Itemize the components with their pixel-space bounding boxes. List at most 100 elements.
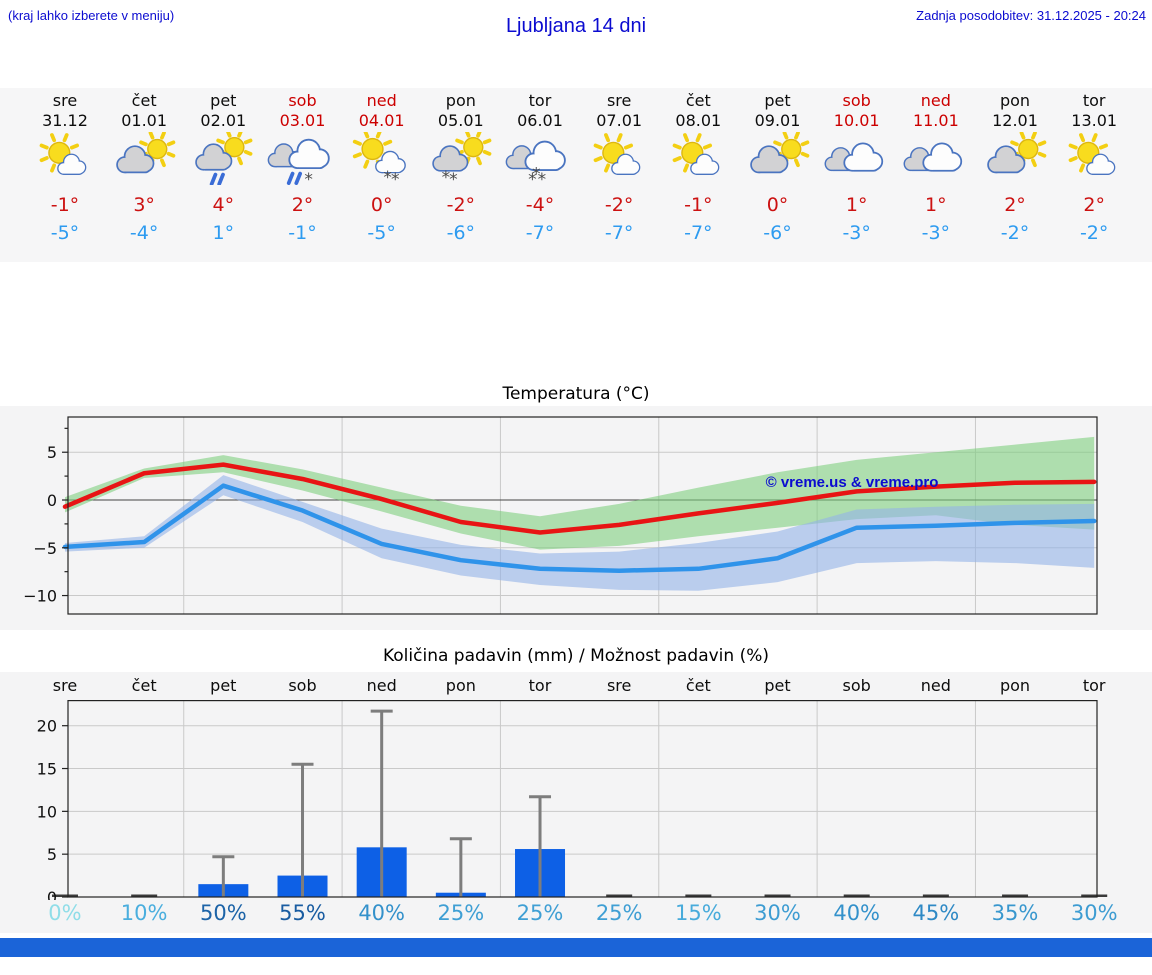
precipitation-chart: 0 5 10 15 20 (37, 700, 1108, 900)
precipitation-probability-row: 0% 10% 50% 55% 40% 25% 25% 25% 15% 30% 40% 45% 35% 30… (0, 901, 1152, 931)
day-date: 31.12 (42, 111, 88, 130)
precip-probability-label: 0% (48, 901, 82, 925)
weather-icon-wrap (662, 132, 734, 189)
snow-cloudy-icon: ** * (505, 140, 566, 190)
min-temperature: -1° (288, 222, 317, 244)
min-temperature: -6° (446, 222, 476, 244)
precip-day-label: ned (920, 676, 951, 695)
day-name: tor (528, 91, 552, 110)
day-date: 07.01 (596, 111, 643, 130)
min-temperature: -4° (129, 222, 159, 244)
day-date: 06.01 (517, 111, 563, 130)
min-temperature: 1° (212, 222, 235, 244)
cloud-shape (524, 140, 566, 171)
precip-probability-label: 30% (1070, 901, 1118, 925)
precip-ytick-label: 20 (37, 717, 57, 736)
precip-day-label: pet (210, 676, 237, 695)
mostly-sunny-icon (39, 133, 87, 175)
precip-probability-label: 25% (437, 901, 485, 925)
day-column-sob-10.01[interactable]: sob 10.01 1° -3° (817, 88, 896, 262)
day-column-pet-09.01[interactable]: pet 09.01 0° -6° (738, 88, 817, 262)
precip-bar-trace (843, 894, 870, 897)
precip-ytick-label: 10 (37, 802, 57, 821)
cloudy-icon (903, 142, 962, 172)
cloud-shape (374, 150, 406, 174)
precip-probability-label: 50% (199, 901, 247, 925)
precipitation-day-labels: sre čet pet sob ned pon tor sre čet pet sob ned pon t… (0, 676, 1152, 696)
min-temperature: -3° (921, 222, 951, 244)
cloud-shape (922, 142, 962, 172)
precip-bar-trace (606, 894, 633, 897)
precip-day-label: čet (685, 676, 711, 695)
precip-bar-trace (922, 894, 949, 897)
rain-sun-icon (195, 129, 253, 186)
precip-day-label: pet (764, 676, 791, 695)
weather-icon-wrap (742, 130, 814, 189)
day-column-sre-07.01[interactable]: sre 07.01 -2° -7° (580, 88, 659, 262)
snowflake: * (383, 168, 392, 185)
precip-bar-trace (1002, 894, 1029, 897)
cloud-shape (432, 145, 469, 172)
day-name: sob (288, 91, 317, 110)
cloud-shape (288, 138, 331, 170)
precipitation-chart-title: Količina padavin (mm) / Možnost padavin … (382, 646, 769, 666)
max-temperature: 2° (291, 194, 314, 216)
snowflake: * (449, 170, 458, 185)
weather-icon-wrap (583, 132, 655, 189)
temperature-chart-title: Temperatura (°C) (502, 384, 650, 404)
mostly-sunny-icon (672, 133, 720, 175)
precip-probability-label: 25% (595, 901, 643, 925)
day-column-sob-03.01[interactable]: sob 03.01 * 2° -1° (263, 88, 342, 262)
day-column-pon-12.01[interactable]: pon 12.01 2° -2° (975, 88, 1054, 262)
cloud-shape (843, 142, 883, 172)
temp-ytick-label: −10 (23, 587, 57, 606)
day-column-čet-01.01[interactable]: čet 01.01 3° -4° (105, 88, 184, 262)
day-column-pon-05.01[interactable]: pon 05.01 * * -2° -6° (421, 88, 500, 262)
precip-day-label: pon (999, 676, 1031, 695)
last-update-label: Zadnja posodobitev: 31.12.2025 - 20:24 (916, 8, 1146, 23)
cloud-shape (1086, 153, 1116, 175)
day-column-tor-06.01[interactable]: tor 06.01 * * * -4° -7° (500, 88, 579, 262)
day-column-sre-31.12[interactable]: sre 31.12 -1° -5° (25, 88, 104, 262)
precip-day-label: tor (528, 676, 552, 695)
watermark: © vreme.us & vreme.pro (766, 474, 939, 491)
precip-probability-label: 35% (991, 901, 1039, 925)
precip-probability-label: 55% (279, 901, 326, 925)
max-temperature: -4° (525, 194, 555, 216)
day-name: ned (920, 91, 951, 110)
precip-day-label: tor (1082, 676, 1106, 695)
weather-icon-wrap: * * (346, 129, 418, 190)
max-temperature: -2° (604, 194, 634, 216)
precip-day-label: sob (288, 676, 317, 695)
min-temperature: -5° (367, 222, 396, 244)
day-name: čet (685, 91, 711, 110)
partly-cloudy-icon (987, 130, 1047, 174)
precip-day-label: ned (366, 676, 397, 695)
weather-icon-wrap: * * * (504, 132, 576, 190)
precip-bar-trace (131, 894, 158, 897)
day-column-tor-13.01[interactable]: tor 13.01 2° -2° (1055, 88, 1134, 262)
cloud-shape (690, 153, 720, 175)
day-date: 02.01 (200, 111, 247, 130)
temperature-chart: 5 0 −5 −10 © vreme.us & vreme.pro (23, 416, 1098, 615)
max-temperature: 1° (925, 194, 947, 216)
precip-probability-label: 15% (674, 901, 722, 925)
max-temperature: -1° (50, 194, 80, 216)
temp-ytick-label: 5 (47, 443, 57, 462)
snow-sun-icon: * * (352, 129, 406, 190)
day-column-pet-02.01[interactable]: pet 02.01 4° 1° (184, 88, 263, 262)
day-column-ned-11.01[interactable]: ned 11.01 1° -3° (896, 88, 975, 262)
day-column-čet-08.01[interactable]: čet 08.01 -1° -7° (659, 88, 738, 262)
partly-cloudy-icon (116, 130, 176, 174)
partly-cloudy-icon (749, 130, 809, 174)
page-title: Ljubljana 14 dni (505, 15, 647, 37)
min-temp-line (62, 483, 1097, 573)
mostly-sunny-icon (593, 133, 641, 175)
precip-probability-label: 10% (120, 901, 168, 925)
menu-hint-note: (kraj lahko izberete v meniju) (8, 8, 175, 23)
day-column-ned-04.01[interactable]: ned 04.01 * * 0° -5° (342, 88, 421, 262)
min-temperature: -2° (1079, 222, 1109, 244)
cloud-shape (611, 153, 641, 175)
snowflake: * (538, 170, 547, 185)
